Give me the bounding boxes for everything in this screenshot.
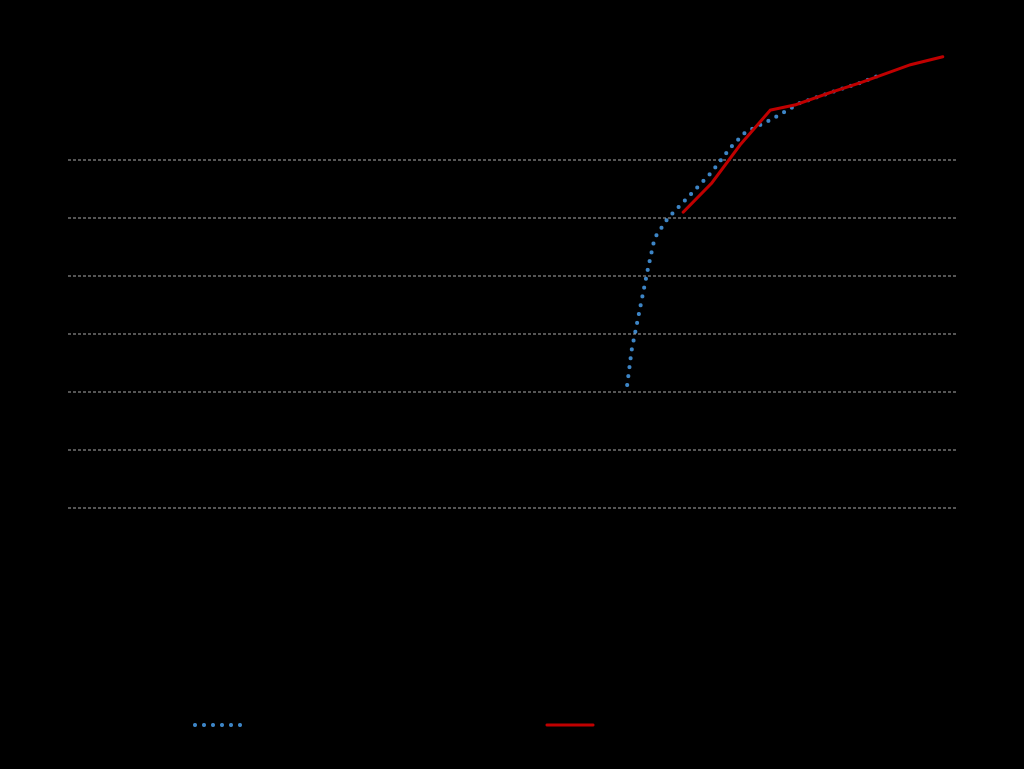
series-line <box>625 72 885 388</box>
series-line <box>681 55 945 214</box>
